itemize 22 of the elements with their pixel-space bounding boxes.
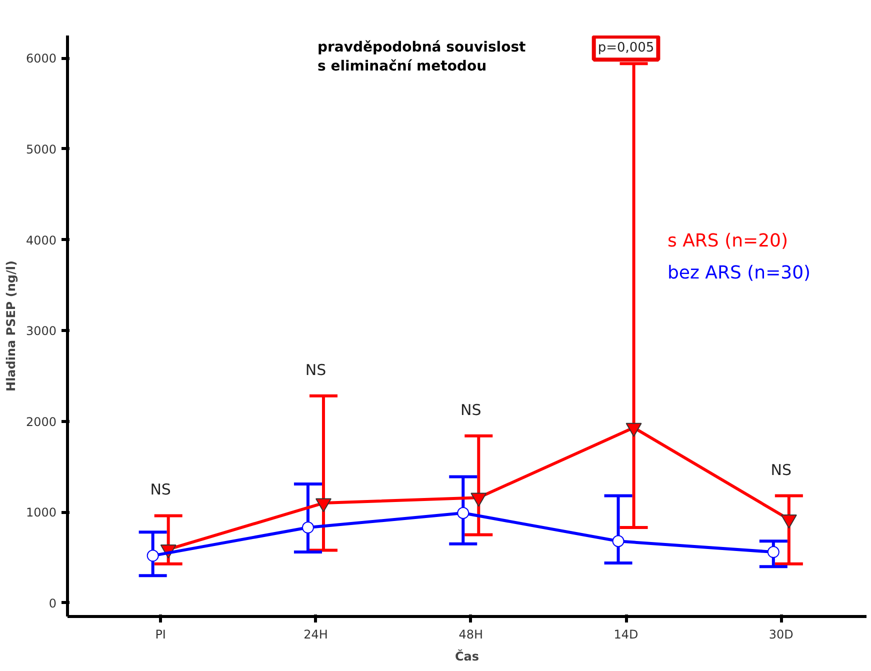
- text: s ARS (n=20): [668, 230, 788, 252]
- x-tick-label: 14D: [614, 628, 638, 642]
- x-tick-label: 24H: [304, 628, 328, 642]
- annotation: NS: [150, 480, 171, 499]
- y-tick-label: 5000: [26, 142, 57, 156]
- text: bez ARS (n=30): [668, 262, 811, 284]
- y-tick-label: 2000: [26, 414, 57, 429]
- annotation: p=0,005: [598, 40, 654, 56]
- annotation: NS: [770, 460, 792, 479]
- x-tick-label: 48H: [458, 628, 484, 642]
- y-tick-label: 3000: [26, 324, 57, 338]
- y-tick-label: 0: [48, 596, 57, 610]
- y-tick-label: 1000: [26, 506, 57, 520]
- annotation: NS: [460, 400, 482, 419]
- x-axis-title: Čas: [454, 648, 480, 664]
- text: pravděpodobná souvislost s eliminační metodou: [318, 40, 526, 75]
- annotation: NS: [305, 360, 326, 379]
- x-tick-label: 30D: [768, 628, 794, 642]
- y-axis-title: Hladina PSEP (ng/l): [4, 260, 18, 392]
- y-tick-label: 6000: [26, 52, 57, 66]
- y-tick-label: 4000: [26, 233, 57, 248]
- x-tick-label: PI: [155, 628, 166, 642]
